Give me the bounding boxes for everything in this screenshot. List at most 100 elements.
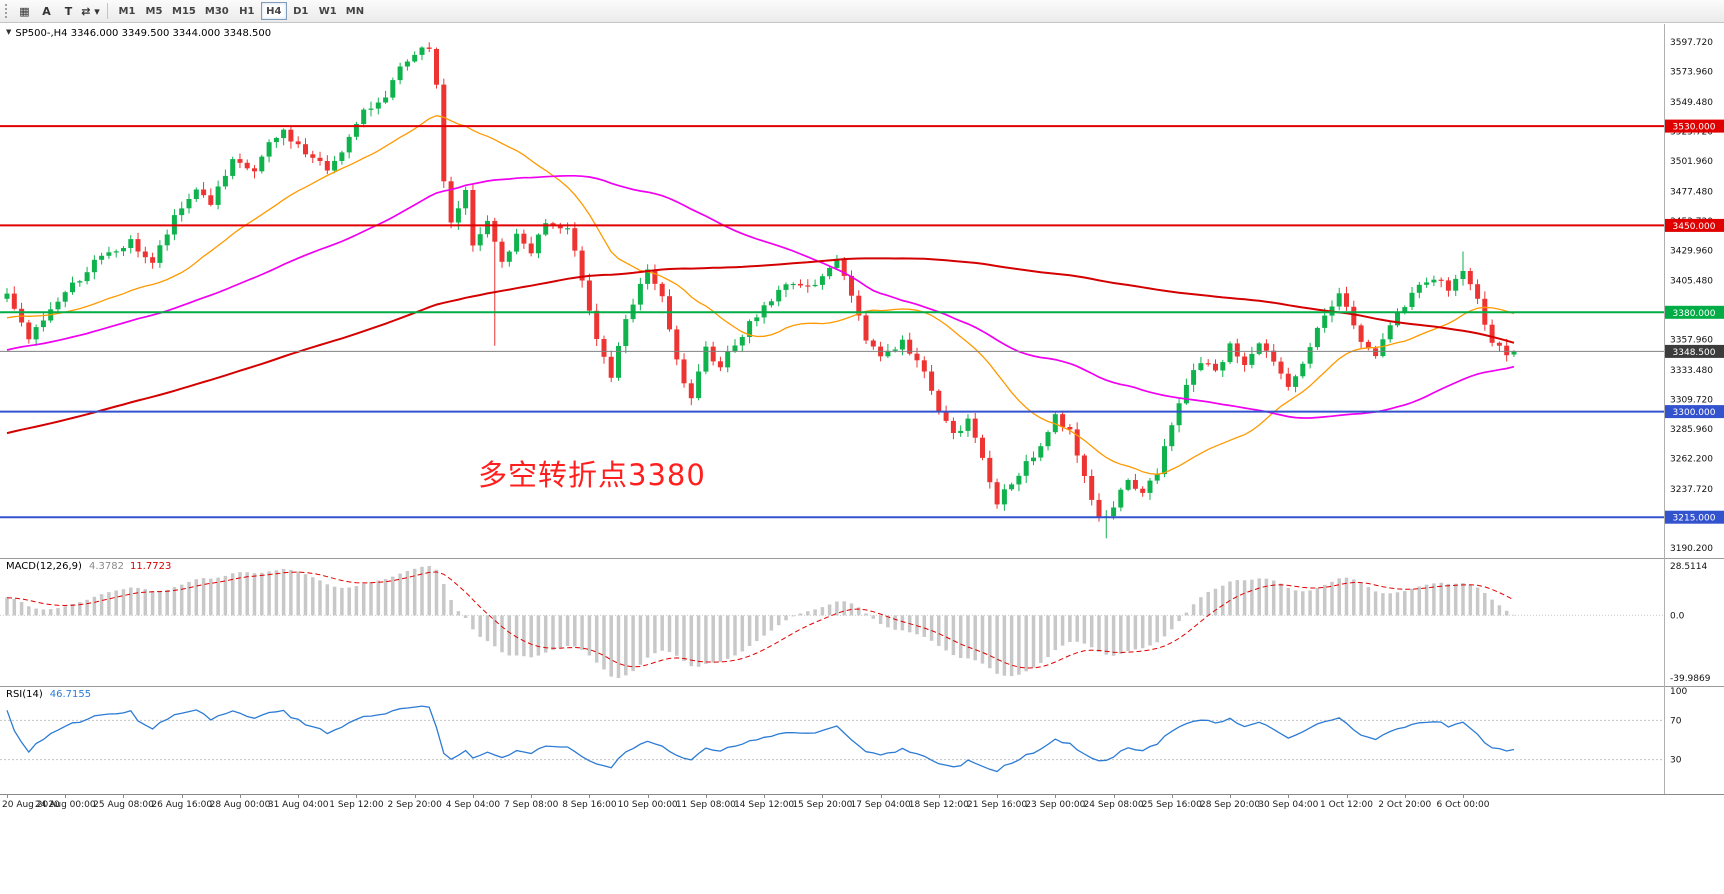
price-tick-label: 3333.480 — [1670, 366, 1713, 376]
candle-body — [91, 259, 97, 273]
main-price-chart[interactable]: 3597.7203573.9603549.4803525.7203501.960… — [0, 24, 1724, 558]
candle-body — [470, 190, 476, 246]
candle-body — [361, 109, 367, 124]
toolbar-grip[interactable] — [4, 3, 9, 19]
time-tick-label: 28 Sep 20:00 — [1199, 800, 1261, 810]
candle-body — [681, 359, 687, 384]
timeframe-m15-button[interactable]: M15 — [168, 2, 200, 20]
toolbar-separator — [107, 3, 108, 19]
candle-body — [266, 142, 272, 157]
price-tick-label: 3501.960 — [1670, 157, 1713, 167]
time-tick-label: 25 Aug 08:00 — [93, 800, 154, 810]
candle-body — [1089, 476, 1095, 500]
time-tick-mark — [1463, 795, 1464, 798]
candle-body — [929, 371, 935, 391]
candle-body — [295, 141, 301, 145]
timeframe-d1-button[interactable]: D1 — [288, 2, 314, 20]
time-tick-label: 6 Oct 00:00 — [1436, 800, 1490, 810]
candle-body — [907, 339, 913, 354]
timeframe-h4-button[interactable]: H4 — [260, 2, 287, 20]
timeframe-h1-button[interactable]: H1 — [234, 2, 260, 20]
time-tick-label: 30 Sep 04:00 — [1258, 800, 1319, 810]
candle-body — [870, 340, 876, 347]
candle-body — [863, 315, 869, 341]
candle-body — [521, 233, 527, 244]
macd-signal-line — [6, 571, 1515, 669]
candle-body — [1387, 325, 1393, 340]
text-tool[interactable]: T — [58, 2, 79, 21]
candle-body — [834, 258, 840, 268]
candle-body — [739, 337, 745, 346]
price-tick-label: 3309.720 — [1670, 396, 1713, 406]
candle-body — [819, 276, 825, 285]
candle-body — [958, 430, 964, 433]
candle-body — [1293, 376, 1299, 387]
rsi-panel[interactable]: 100 70 30 — [0, 686, 1724, 794]
candle-body — [26, 322, 32, 340]
candle-body — [317, 157, 323, 161]
timeframe-group: M1 M5 M15 M30 H1 H4 D1 W1 MN — [114, 2, 368, 20]
time-tick-label: 21 Sep 16:00 — [967, 800, 1028, 810]
candle-body — [805, 285, 811, 287]
candle-body — [594, 310, 600, 339]
timeframe-mn-button[interactable]: MN — [342, 2, 368, 20]
candle-body — [1023, 461, 1029, 476]
candle-body — [1249, 353, 1255, 365]
candle-body — [1169, 425, 1175, 447]
candle-body — [1060, 414, 1066, 427]
chart-grid-icon[interactable]: ▦ — [14, 2, 35, 21]
candle-body — [921, 360, 927, 372]
candle-body — [1489, 324, 1495, 343]
time-tick-mark — [822, 795, 824, 798]
candle-body — [1198, 363, 1204, 371]
timeframe-m5-button[interactable]: M5 — [141, 2, 167, 20]
time-tick-mark — [647, 795, 649, 798]
time-tick-label: 26 Aug 16:00 — [151, 800, 213, 810]
candle-body — [1409, 292, 1415, 307]
cycle-symbols-icon[interactable]: ⇄ ▾ — [80, 2, 101, 21]
time-tick-label: 10 Sep 00:00 — [617, 800, 678, 810]
rsi-line — [6, 705, 1515, 773]
candle-body — [754, 317, 760, 322]
candle-body — [375, 102, 381, 109]
candle-body — [222, 175, 228, 187]
cursor-tool[interactable]: A — [36, 2, 57, 21]
candle-body — [557, 225, 563, 229]
time-tick-mark — [589, 795, 591, 798]
candle-body — [1307, 347, 1313, 364]
price-tick-label: 3237.720 — [1670, 485, 1713, 495]
candle-body — [1234, 343, 1240, 357]
timeframe-m30-button[interactable]: M30 — [201, 2, 233, 20]
time-tick-label: 20 Aug 2020 — [2, 800, 60, 810]
time-tick-label: 11 Sep 08:00 — [675, 800, 736, 810]
time-tick-label: 1 Oct 12:00 — [1320, 800, 1373, 810]
candle-body — [99, 255, 105, 260]
candle-body — [601, 339, 607, 357]
candle-body — [1365, 341, 1371, 349]
candle-body — [492, 220, 498, 242]
candle-body — [499, 241, 505, 262]
candle-body — [696, 371, 702, 399]
candle-body — [965, 418, 971, 431]
timeframe-m1-button[interactable]: M1 — [114, 2, 140, 20]
candle-body — [1038, 446, 1044, 458]
candle-body — [1336, 293, 1342, 307]
time-tick-mark — [65, 795, 67, 798]
candle-body — [783, 284, 789, 290]
candle-body — [33, 327, 39, 340]
price-tick-label: 3429.960 — [1670, 246, 1713, 256]
candle-body — [1380, 339, 1386, 357]
macd-axis-zero: 0.0 — [1670, 611, 1685, 621]
macd-panel[interactable]: 28.5114 0.0 -39.9869 — [0, 558, 1724, 686]
candle-body — [419, 47, 425, 55]
candle-body — [1096, 499, 1102, 518]
price-tick-label: 3285.960 — [1670, 425, 1713, 435]
candle-body — [579, 250, 585, 281]
timeframe-w1-button[interactable]: W1 — [315, 2, 341, 20]
rsi-axis-label: 70 — [1670, 716, 1682, 726]
time-tick-mark — [1230, 795, 1232, 798]
candle-body — [1402, 307, 1408, 313]
candle-body — [11, 293, 17, 309]
candle-body — [543, 223, 549, 235]
candle-body — [892, 349, 898, 351]
